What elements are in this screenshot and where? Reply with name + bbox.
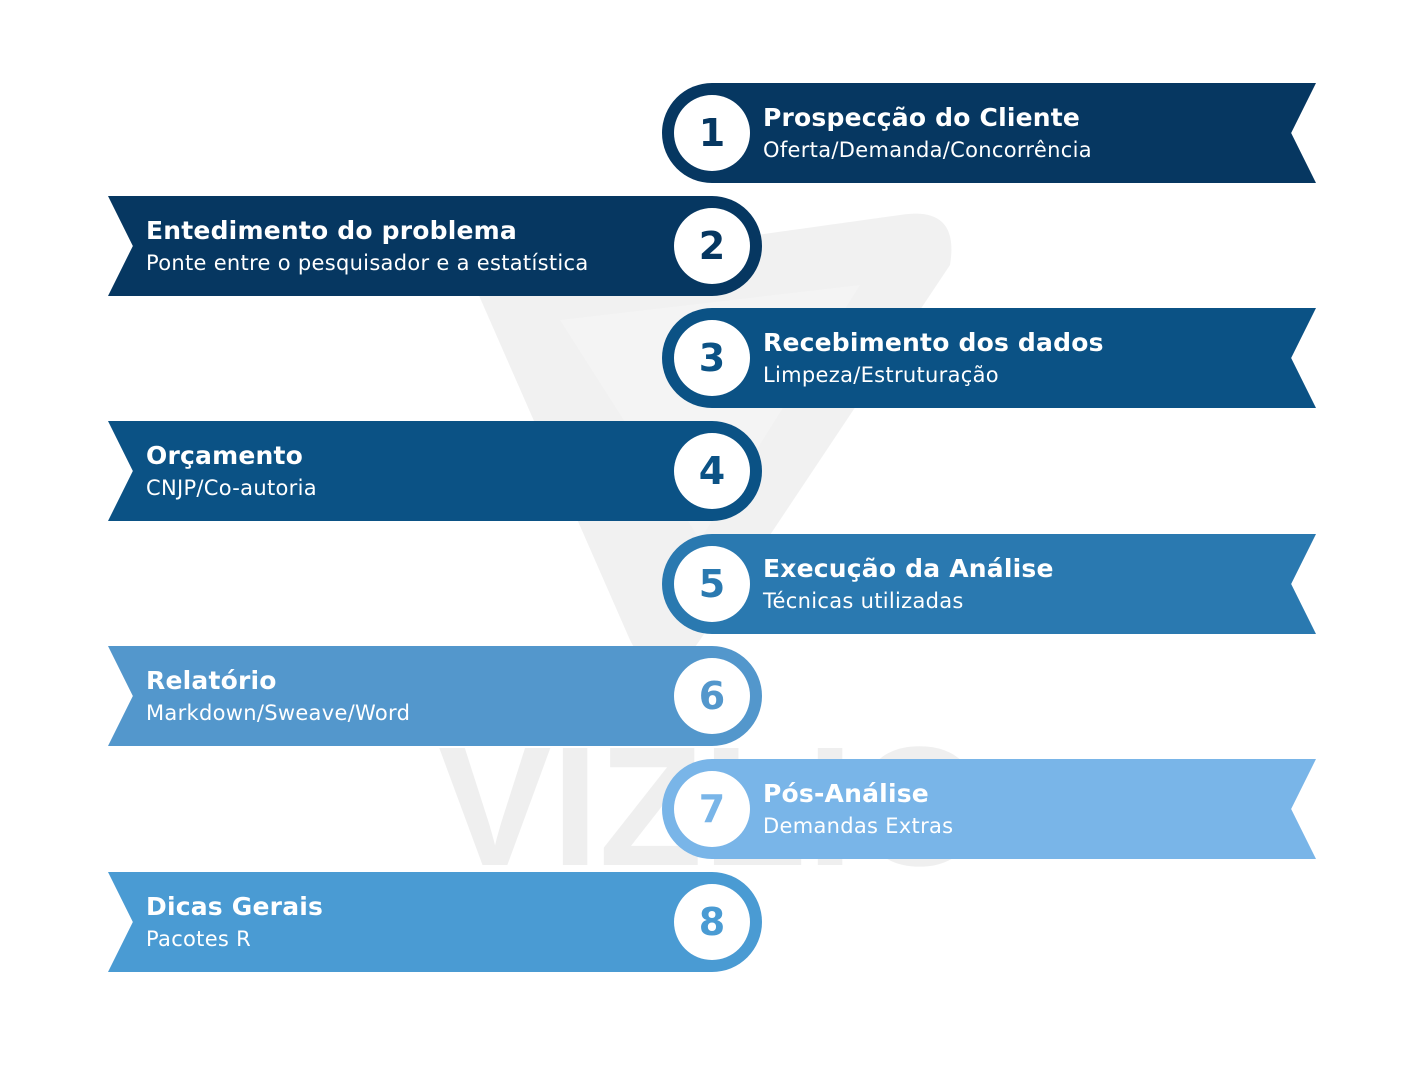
step-4-text: Orçamento CNJP/Co-autoria: [146, 439, 317, 503]
step-8-title: Dicas Gerais: [146, 892, 324, 921]
step-6-subtitle: Markdown/Sweave/Word: [146, 701, 411, 725]
step-4-banner: 4 Orçamento CNJP/Co-autoria: [108, 421, 762, 521]
step-2-band: [108, 196, 762, 296]
step-3-text: Recebimento dos dados Limpeza/Estruturaçã…: [763, 326, 1104, 390]
step-7-band: [662, 759, 1316, 859]
step-3-band: [662, 308, 1316, 408]
step-5-band: [662, 534, 1316, 634]
step-8-banner: 8 Dicas Gerais Pacotes R: [108, 872, 762, 972]
step-8-number-badge: 8: [674, 884, 750, 960]
step-4-subtitle: CNJP/Co-autoria: [146, 476, 317, 500]
step-3-banner: 3 Recebimento dos dados Limpeza/Estruturaç…: [662, 308, 1316, 408]
step-6-text: Relatório Markdown/Sweave/Word: [146, 664, 410, 728]
step-7-text: Pós-Análise Demandas Extras: [763, 777, 953, 841]
step-4-band: [108, 421, 762, 521]
step-6-banner: 6 Relatório Markdown/Sweave/Word: [108, 646, 762, 746]
step-3-subtitle: Limpeza/Estruturação: [763, 363, 999, 387]
step-2-subtitle: Ponte entre o pesquisador e a estatístic…: [146, 251, 589, 275]
step-6-title: Relatório: [146, 666, 277, 695]
step-7-number-badge: 7: [674, 771, 750, 847]
step-8-band: [108, 872, 762, 972]
step-3-number-badge: 3: [674, 320, 750, 396]
step-1-title: Prospecção do Cliente: [763, 103, 1081, 132]
step-4-title: Orçamento: [146, 441, 304, 470]
step-2-title: Entedimento do problema: [146, 216, 517, 245]
step-5-title: Execução da Análise: [763, 554, 1054, 583]
step-5-number-badge: 5: [674, 546, 750, 622]
step-8-text: Dicas Gerais Pacotes R: [146, 890, 323, 954]
step-2-banner: 2 Entedimento do problema Ponte entre o pe…: [108, 196, 762, 296]
step-5-banner: 5 Execução da Análise Técnicas utilizadas: [662, 534, 1316, 634]
step-5-text: Execução da Análise Técnicas utilizadas: [763, 552, 1054, 616]
step-7-title: Pós-Análise: [763, 779, 929, 808]
step-7-banner: 7 Pós-Análise Demandas Extras: [662, 759, 1316, 859]
step-6-number-badge: 6: [674, 658, 750, 734]
step-3-title: Recebimento dos dados: [763, 328, 1104, 357]
step-1-number-badge: 1: [674, 95, 750, 171]
step-2-text: Entedimento do problema Ponte entre o pes…: [146, 214, 589, 278]
step-6-band: [108, 646, 762, 746]
step-2-number-badge: 2: [674, 208, 750, 284]
step-1-subtitle: Oferta/Demanda/Concorrência: [763, 138, 1092, 162]
step-1-text: Prospecção do Cliente Oferta/Demanda/Conc…: [763, 101, 1092, 165]
step-7-subtitle: Demandas Extras: [763, 814, 954, 838]
step-4-number-badge: 4: [674, 433, 750, 509]
step-1-band: [662, 83, 1316, 183]
step-8-subtitle: Pacotes R: [146, 927, 252, 951]
step-5-subtitle: Técnicas utilizadas: [763, 589, 964, 613]
step-1-banner: 1 Prospecção do Cliente Oferta/Demanda/Con…: [662, 83, 1316, 183]
